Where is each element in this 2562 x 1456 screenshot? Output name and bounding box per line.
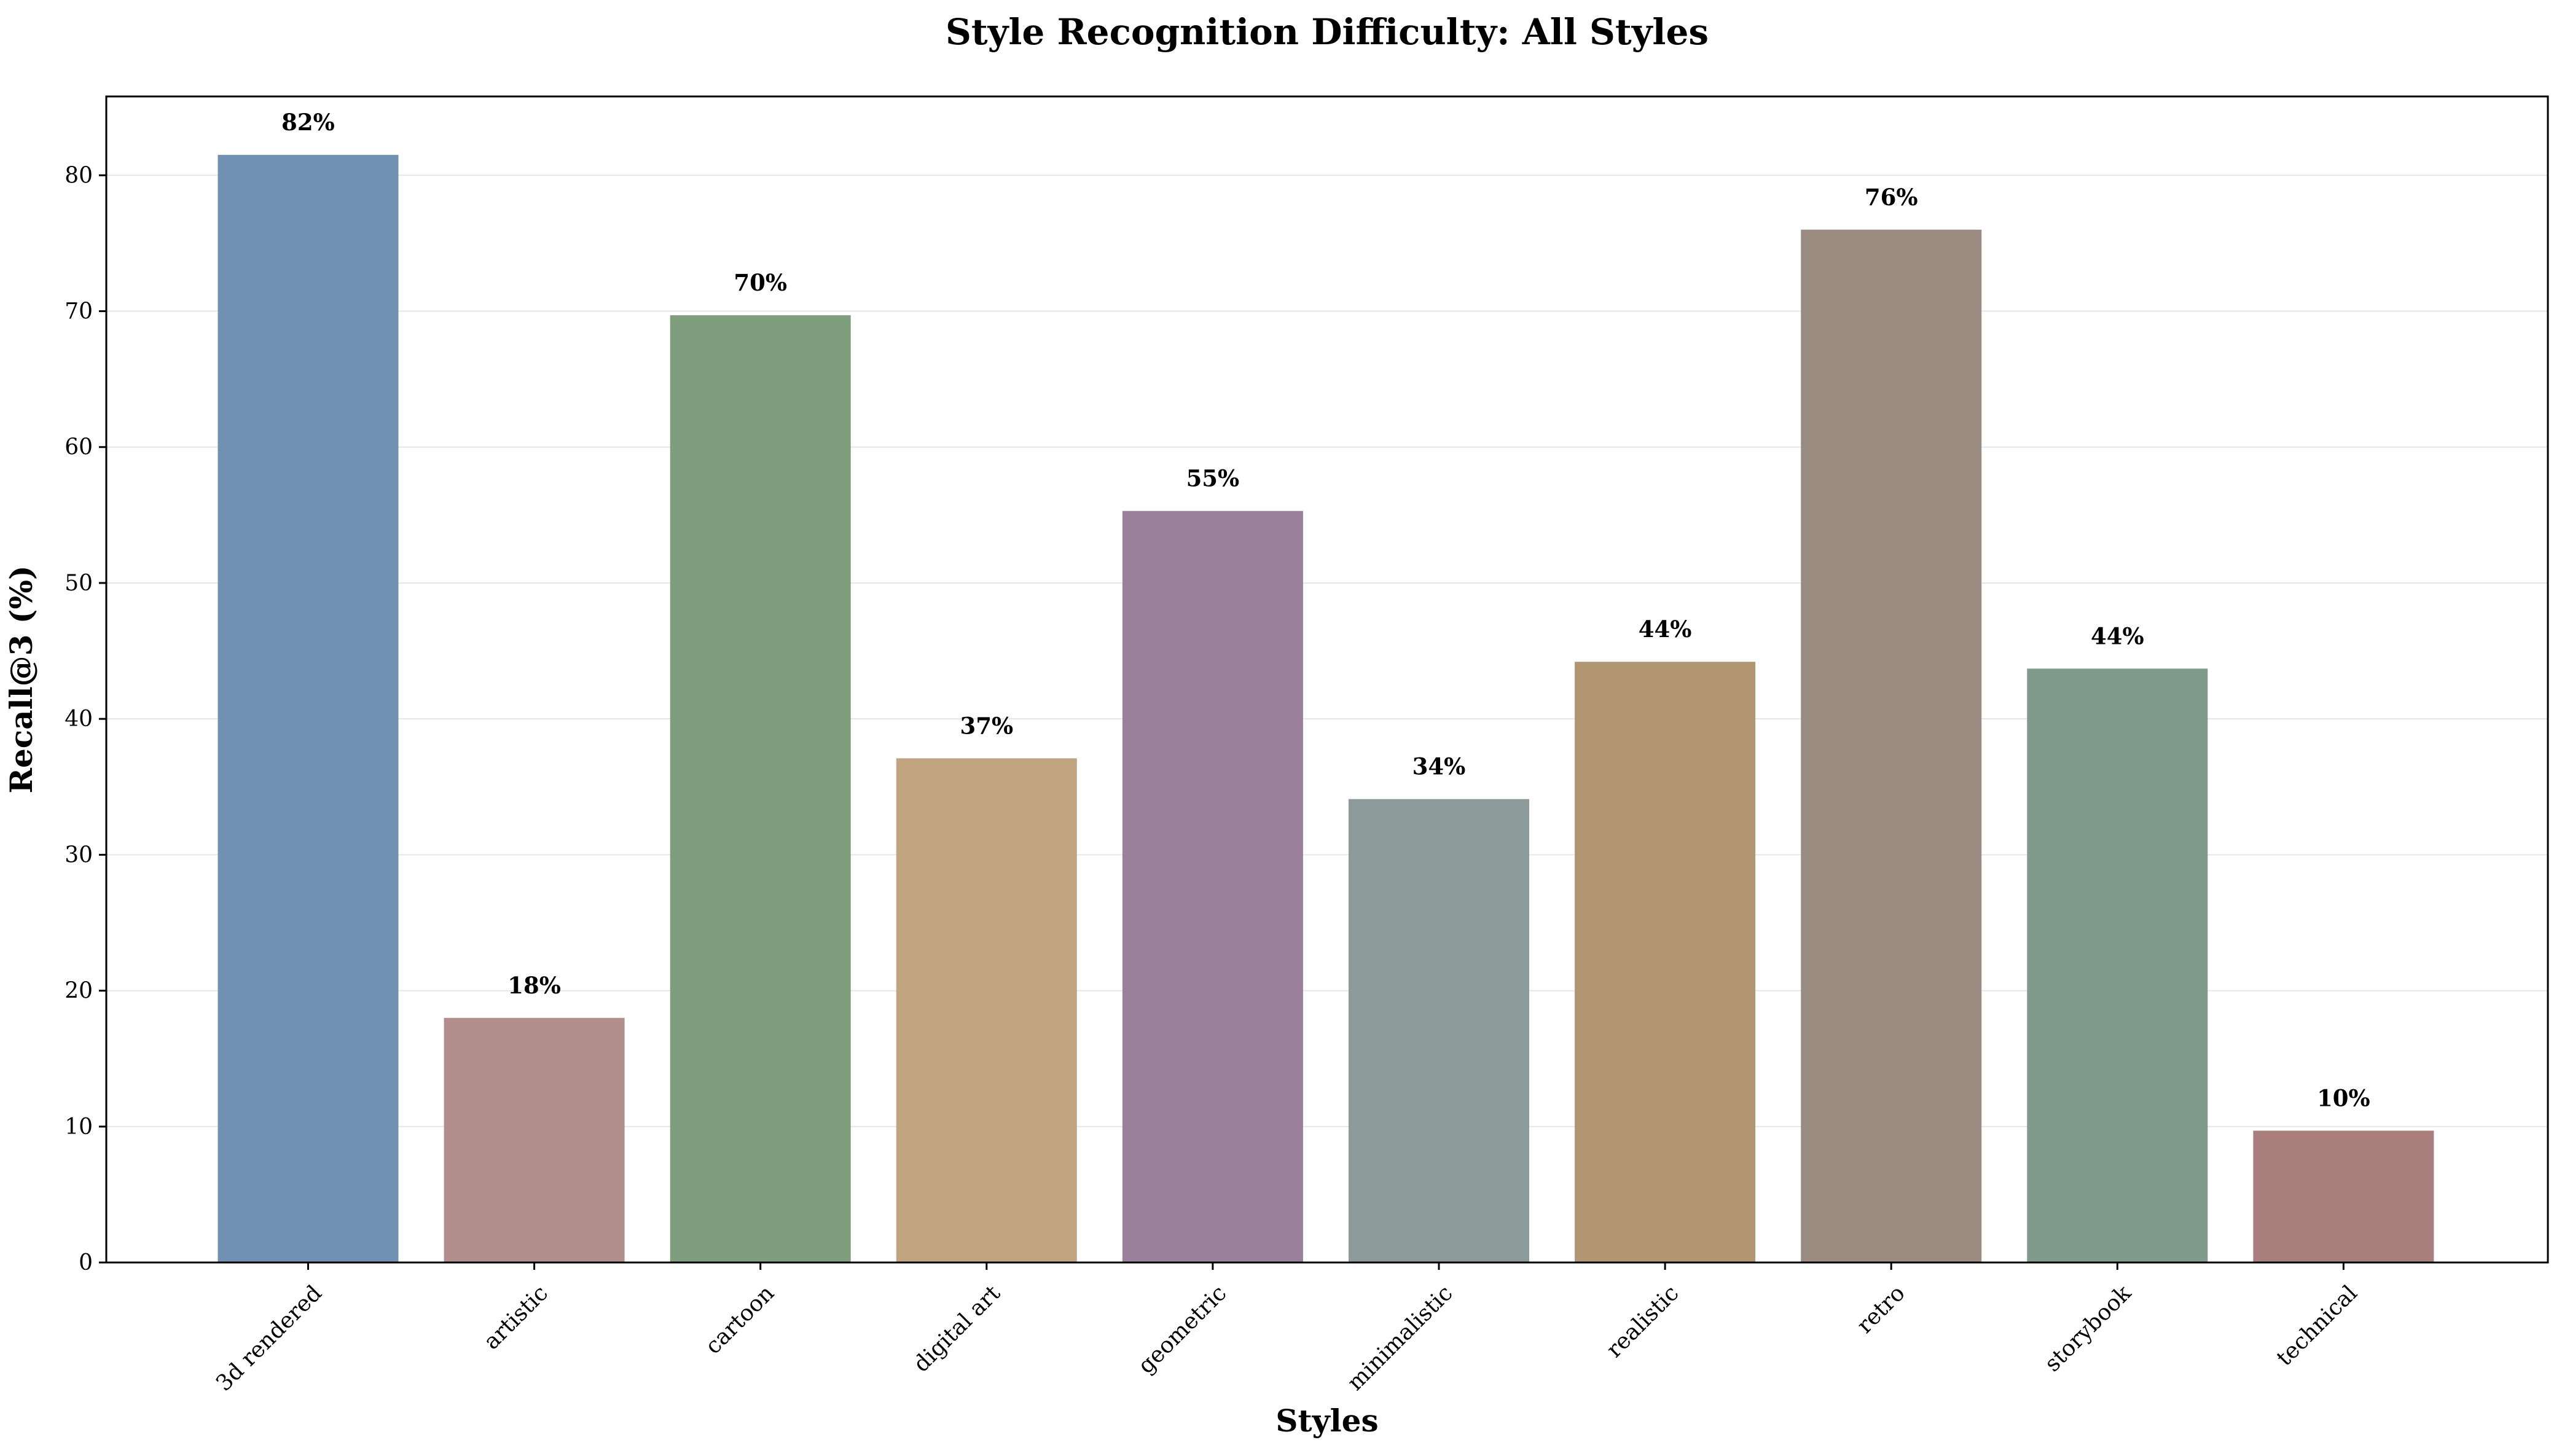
- data-label: 55%: [1186, 465, 1240, 492]
- y-tick-label: 80: [65, 163, 93, 188]
- x-axis-title: Styles: [1275, 1403, 1378, 1439]
- bar-cartoon: [670, 315, 851, 1262]
- y-tick-label: 60: [65, 435, 93, 460]
- bar-realistic: [1575, 662, 1756, 1262]
- bars: [217, 155, 2434, 1263]
- y-tick-label: 0: [79, 1250, 93, 1275]
- x-tick-label: retro: [1852, 1280, 1910, 1338]
- y-tick-label: 10: [65, 1114, 93, 1140]
- x-tick-label: minimalistic: [1342, 1280, 1457, 1395]
- x-tick-label: 3d rendered: [211, 1280, 327, 1396]
- bar-geometric: [1122, 511, 1303, 1262]
- data-label: 44%: [1639, 616, 1692, 643]
- data-label: 37%: [960, 712, 1013, 739]
- y-tick-label: 30: [65, 842, 93, 867]
- bar-technical: [2253, 1130, 2434, 1262]
- bar-3d-rendered: [217, 155, 399, 1262]
- y-axis: 0 10 20 30 40 50 60 70 80: [65, 163, 106, 1275]
- x-tick-label: cartoon: [700, 1280, 779, 1359]
- bar-digital-art: [896, 758, 1077, 1262]
- bar-retro: [1801, 229, 1982, 1263]
- x-tick-label: artistic: [479, 1280, 553, 1354]
- y-tick-label: 40: [65, 706, 93, 732]
- plot-frame: [105, 95, 2549, 1264]
- bar-artistic: [444, 1017, 625, 1262]
- x-tick-label: realistic: [1602, 1280, 1683, 1362]
- chart-title: Style Recognition Difficulty: All Styles: [946, 11, 1709, 53]
- data-label: 82%: [281, 109, 335, 136]
- y-axis-title: Recall@3 (%): [3, 565, 39, 793]
- data-label: 10%: [2317, 1084, 2370, 1111]
- y-tick-label: 50: [65, 571, 93, 596]
- x-tick-label: digital art: [909, 1280, 1005, 1377]
- y-tick-label: 20: [65, 979, 93, 1004]
- x-axis: 3d rendered artistic cartoon digital art geo…: [211, 1262, 2362, 1396]
- x-tick-label: storybook: [2040, 1280, 2136, 1377]
- data-label: 76%: [1865, 184, 1918, 211]
- data-labels: 82% 18% 70% 37% 55% 34% 44% 76% 44% 10%: [281, 109, 2370, 1111]
- data-label: 70%: [734, 269, 787, 296]
- data-label: 34%: [1412, 753, 1466, 780]
- x-tick-label: technical: [2272, 1280, 2362, 1371]
- y-tick-label: 70: [65, 299, 93, 324]
- data-label: 44%: [2091, 622, 2144, 649]
- bar-storybook: [2027, 668, 2208, 1262]
- data-label: 18%: [507, 972, 561, 999]
- x-tick-label: geometric: [1134, 1280, 1232, 1379]
- bar-minimalistic: [1349, 799, 1529, 1262]
